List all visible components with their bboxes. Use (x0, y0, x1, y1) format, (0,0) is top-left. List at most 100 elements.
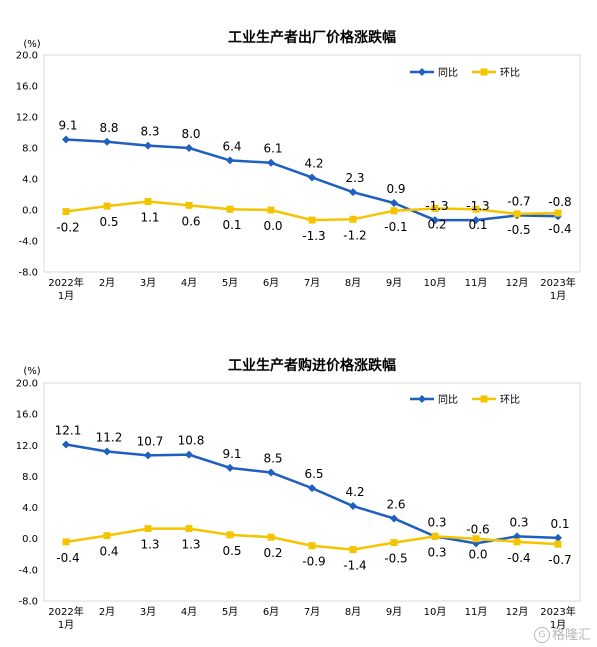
x-tick-label: 11月 (465, 277, 488, 289)
x-tick-label: 1月 (550, 619, 566, 631)
x-tick-label: 5月 (222, 606, 238, 618)
y-tick-label: 20.0 (16, 379, 38, 390)
series-point-square (431, 204, 439, 212)
series-point-diamond (390, 199, 398, 208)
series-point-square (144, 197, 152, 205)
legend-label-0: 同比 (438, 67, 458, 79)
data-label-mom: -1.4 (343, 559, 366, 573)
x-tick-label: 7月 (304, 606, 320, 618)
data-label-yoy: 9.1 (58, 118, 77, 132)
data-label-yoy: 11.2 (96, 431, 123, 445)
plot-area (43, 54, 581, 273)
x-tick-label: 9月 (386, 606, 402, 618)
series-point-square (103, 202, 111, 210)
series-point-square (103, 532, 111, 540)
series-point-diamond (185, 450, 193, 459)
y-tick-label: -8.0 (18, 268, 38, 279)
y-tick-label: -8.0 (18, 597, 38, 608)
x-tick-label: 2022年 (48, 276, 83, 289)
x-tick-label: 7月 (304, 277, 320, 289)
y-tick-label: -4.0 (18, 237, 38, 248)
y-unit-label: (%) (23, 366, 40, 377)
x-tick-label: 5月 (222, 277, 238, 289)
data-label-mom: 1.3 (140, 538, 159, 552)
data-label-yoy: 0.3 (509, 515, 528, 529)
chart-title: 工业生产者出厂价格涨跌幅 (228, 29, 396, 46)
x-tick-label: 3月 (140, 606, 156, 618)
series-point-diamond (185, 144, 193, 152)
y-tick-label: 4.0 (22, 503, 38, 514)
data-label-yoy: 10.7 (137, 434, 164, 448)
series-point-square (349, 546, 357, 554)
data-label-yoy: 8.5 (263, 452, 282, 466)
data-label-yoy: 4.2 (304, 156, 323, 170)
series-point-square (513, 210, 521, 218)
series-point-square (267, 206, 275, 214)
series-point-diamond (308, 484, 316, 493)
data-label-yoy: 0.1 (550, 517, 569, 531)
series-point-square (349, 215, 357, 223)
x-tick-label: 6月 (263, 277, 279, 289)
y-tick-label: 8.0 (22, 472, 38, 483)
chart-ppi-output: 工业生产者出厂价格涨跌幅 (%)20.0 16.0 12.0 8.0 4.0 0.0 -4.0… (16, 29, 581, 302)
data-label-yoy: 8.3 (140, 125, 159, 139)
series-point-diamond (226, 463, 234, 472)
series-point-diamond (267, 468, 275, 477)
legend-label-0: 同比 (438, 394, 458, 406)
data-label-yoy: 6.1 (263, 142, 282, 156)
data-label-yoy: 2.3 (345, 171, 364, 185)
series-point-square (431, 532, 439, 540)
data-label-mom: 1.3 (181, 538, 200, 552)
series-point-diamond (103, 137, 111, 146)
x-tick-label: 1月 (58, 619, 74, 631)
data-label-mom: 0.5 (99, 215, 118, 229)
data-label-yoy: -1.3 (425, 199, 448, 213)
data-label-yoy: -0.7 (507, 194, 530, 208)
chart-title: 工业生产者购进价格涨跌幅 (228, 357, 396, 374)
series-point-diamond (62, 440, 70, 449)
series-point-square (62, 538, 70, 546)
data-label-mom: 1.1 (140, 210, 159, 224)
data-label-mom: 0.5 (222, 544, 241, 558)
legend-marker-square (480, 395, 488, 403)
x-tick-label: 1月 (58, 290, 74, 302)
data-label-yoy: 6.5 (304, 467, 323, 481)
series-point-square (513, 538, 521, 546)
data-label-yoy: 9.1 (222, 447, 241, 461)
series-point-square (185, 525, 193, 533)
x-tick-label: 10月 (424, 606, 447, 618)
series-point-diamond (226, 156, 234, 165)
y-tick-label: -4.0 (18, 565, 38, 576)
y-tick-label: 16.0 (16, 82, 38, 93)
series-point-square (226, 531, 234, 539)
data-label-mom: 0.2 (427, 217, 446, 231)
series-point-diamond (144, 451, 152, 460)
series-point-square (185, 201, 193, 209)
data-label-yoy: 0.3 (427, 515, 446, 529)
watermark-text: 格隆汇 (551, 627, 591, 643)
series-point-diamond (62, 135, 70, 144)
x-tick-label: 12月 (506, 277, 529, 289)
series-point-diamond (554, 533, 562, 542)
legend-marker-diamond (418, 395, 426, 403)
data-label-mom: 0.0 (263, 219, 282, 233)
y-tick-label: 16.0 (16, 410, 38, 421)
y-tick-label: 20.0 (16, 51, 38, 62)
watermark: G 格隆汇 (533, 624, 591, 643)
series-point-square (390, 207, 398, 215)
data-label-mom: 0.0 (468, 548, 487, 562)
series-point-square (308, 542, 316, 550)
series-point-diamond (472, 216, 480, 225)
data-label-mom: -1.3 (302, 229, 325, 243)
data-label-yoy: -0.6 (466, 522, 489, 536)
data-label-yoy: -1.3 (466, 199, 489, 213)
series-point-diamond (103, 447, 111, 456)
x-tick-label: 11月 (465, 606, 488, 618)
legend-label-1: 环比 (500, 394, 520, 406)
data-label-mom: 0.1 (222, 218, 241, 232)
x-tick-label: 2023年 (540, 276, 575, 289)
data-label-mom: -1.2 (343, 228, 366, 242)
x-tick-label: 2023年 (540, 605, 575, 618)
watermark-logo-icon: G (533, 627, 550, 643)
series-point-square (267, 533, 275, 541)
